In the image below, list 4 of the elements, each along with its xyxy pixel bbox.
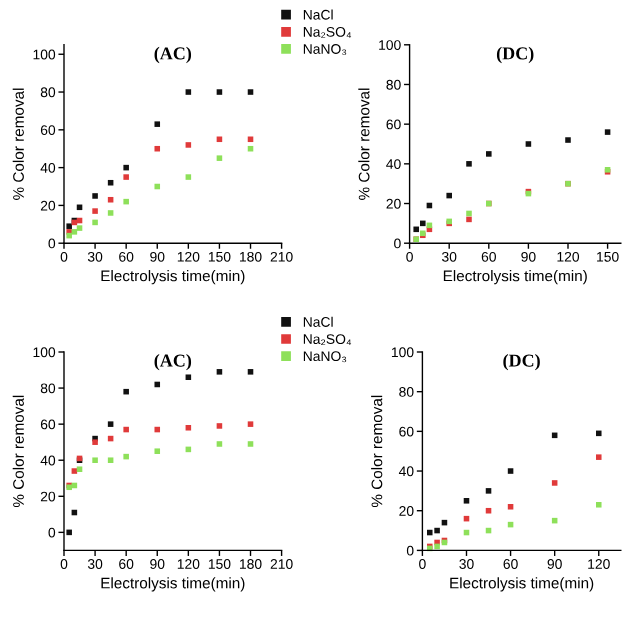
chart-title: (DC) bbox=[503, 353, 540, 371]
chart-title: (AC) bbox=[154, 353, 192, 371]
chart-title: (DC) bbox=[496, 46, 534, 64]
chart-title: (AC) bbox=[154, 46, 192, 64]
